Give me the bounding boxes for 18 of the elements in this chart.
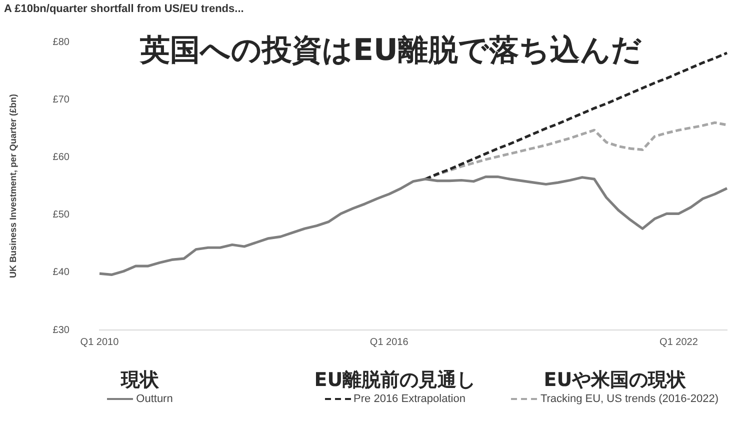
y-tick-label: £80 [52,36,70,48]
y-tick-label: £40 [52,267,70,278]
chart-title: 英国への投資はEU離脱で落ち込んだ [140,32,642,70]
y-tick-label: £60 [52,152,70,163]
y-tick-label: £70 [52,94,70,106]
x-tick-label: Q1 2010 [80,336,120,348]
legend-label: Outturn [136,393,173,405]
text: EU離脱前の見通し [313,368,477,392]
y-axis-title: UK Business Investment, per Quarter (£bn) [8,94,18,278]
y-tick-label: £30 [52,324,70,336]
legend-label: Tracking EU, US trends (2016-2022) [540,393,719,405]
x-tick-label: Q1 2022 [660,336,698,348]
y-tick-label: £50 [52,210,70,221]
chart-subtitle: A £10bn/quarter shortfall from US/EU trends... [4,3,244,15]
text: EUや米国の現状 [542,368,688,392]
legend-label: Pre 2016 Extrapolation [354,393,466,405]
text: 現状 [120,368,160,392]
x-tick-label: Q1 2016 [370,336,409,348]
